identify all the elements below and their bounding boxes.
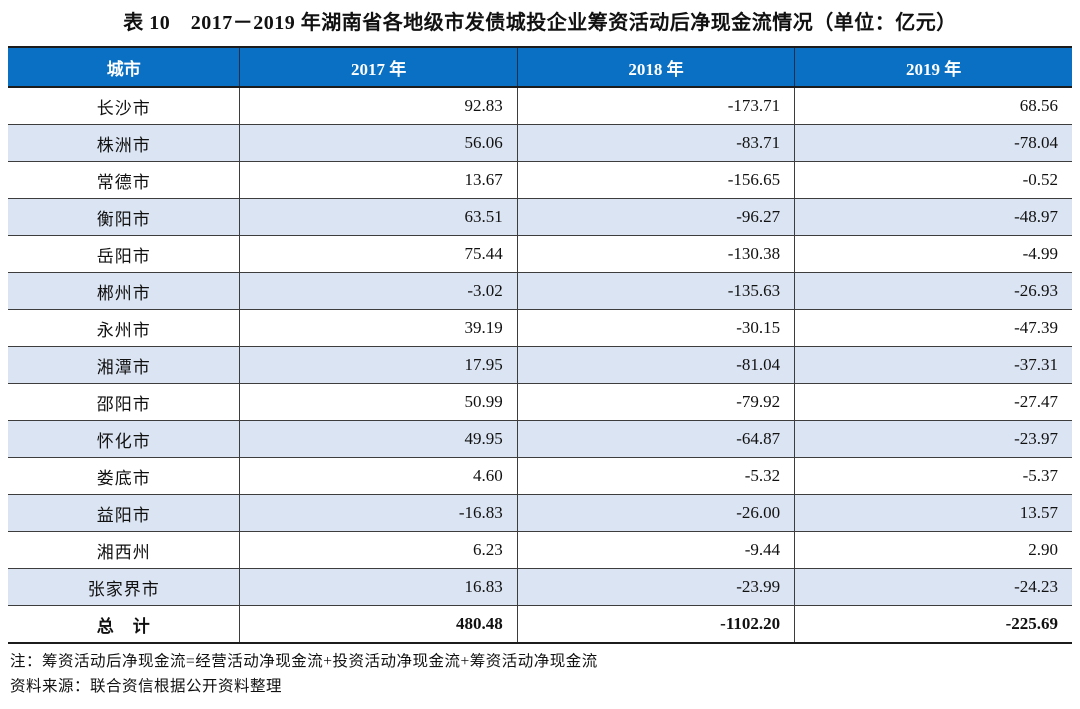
city-cell: 株洲市	[8, 124, 241, 162]
city-cell: 邵阳市	[8, 383, 241, 421]
table-title: 表 10 2017－2019 年湖南省各地级市发债城投企业筹资活动后净现金流情况…	[123, 12, 957, 34]
table-row: 湘潭市 17.95 -81.04 -37.31	[8, 346, 1072, 384]
header-2017: 2017 年	[239, 47, 518, 88]
table-row: 长沙市 92.83 -173.71 68.56	[8, 86, 1072, 125]
value-2018: -81.04	[517, 346, 796, 384]
table-row: 衡阳市 63.51 -96.27 -48.97	[8, 198, 1072, 236]
cash-flow-table: 城市 2017 年 2018 年 2019 年 长沙市 92.83 -173.7…	[8, 46, 1072, 644]
table-row: 岳阳市 75.44 -130.38 -4.99	[8, 235, 1072, 273]
value-2018: -135.63	[517, 272, 796, 310]
value-2019: -48.97	[794, 198, 1072, 236]
value-2019: -37.31	[794, 346, 1072, 384]
value-2017: 39.19	[239, 309, 518, 347]
value-2019: 13.57	[794, 494, 1072, 532]
city-cell: 湘西州	[8, 531, 241, 569]
table-row: 常德市 13.67 -156.65 -0.52	[8, 161, 1072, 199]
table-row: 邵阳市 50.99 -79.92 -27.47	[8, 383, 1072, 421]
value-2019: -4.99	[794, 235, 1072, 273]
value-2017: 50.99	[239, 383, 518, 421]
header-2019: 2019 年	[794, 47, 1072, 88]
value-2017: 49.95	[239, 420, 518, 458]
value-2018: -130.38	[517, 235, 796, 273]
value-2017: 6.23	[239, 531, 518, 569]
value-2019: -27.47	[794, 383, 1072, 421]
total-2018: -1102.20	[517, 605, 796, 643]
value-2018: -9.44	[517, 531, 796, 569]
total-label: 总 计	[8, 605, 241, 643]
value-2019: -23.97	[794, 420, 1072, 458]
total-row: 总 计 480.48 -1102.20 -225.69	[8, 605, 1072, 643]
table-row: 张家界市 16.83 -23.99 -24.23	[8, 568, 1072, 606]
value-2017: 4.60	[239, 457, 518, 495]
table-row: 郴州市 -3.02 -135.63 -26.93	[8, 272, 1072, 310]
value-2017: 92.83	[239, 86, 518, 125]
value-2019: -47.39	[794, 309, 1072, 347]
header-2018: 2018 年	[517, 47, 796, 88]
value-2018: -173.71	[517, 86, 796, 125]
value-2018: -96.27	[517, 198, 796, 236]
table-row: 株洲市 56.06 -83.71 -78.04	[8, 124, 1072, 162]
header-row: 城市 2017 年 2018 年 2019 年	[8, 47, 1072, 88]
value-2018: -79.92	[517, 383, 796, 421]
table-row: 湘西州 6.23 -9.44 2.90	[8, 531, 1072, 569]
note-formula: 注：筹资活动后净现金流=经营活动净现金流+投资活动净现金流+筹资活动净现金流	[10, 653, 598, 670]
city-cell: 衡阳市	[8, 198, 241, 236]
value-2018: -5.32	[517, 457, 796, 495]
value-2019: -5.37	[794, 457, 1072, 495]
value-2019: -26.93	[794, 272, 1072, 310]
value-2017: -16.83	[239, 494, 518, 532]
header-city: 城市	[8, 47, 241, 88]
value-2018: -156.65	[517, 161, 796, 199]
note-source: 资料来源：联合资信根据公开资料整理	[10, 678, 283, 695]
value-2017: -3.02	[239, 272, 518, 310]
table-notes: 注：筹资活动后净现金流=经营活动净现金流+投资活动净现金流+筹资活动净现金流 资…	[8, 649, 1072, 699]
value-2018: -30.15	[517, 309, 796, 347]
city-cell: 郴州市	[8, 272, 241, 310]
value-2017: 17.95	[239, 346, 518, 384]
value-2018: -26.00	[517, 494, 796, 532]
city-cell: 张家界市	[8, 568, 241, 606]
table-row: 永州市 39.19 -30.15 -47.39	[8, 309, 1072, 347]
city-cell: 长沙市	[8, 86, 241, 125]
table-row: 娄底市 4.60 -5.32 -5.37	[8, 457, 1072, 495]
city-cell: 湘潭市	[8, 346, 241, 384]
city-cell: 岳阳市	[8, 235, 241, 273]
value-2017: 16.83	[239, 568, 518, 606]
value-2017: 56.06	[239, 124, 518, 162]
city-cell: 永州市	[8, 309, 241, 347]
value-2018: -23.99	[517, 568, 796, 606]
city-cell: 怀化市	[8, 420, 241, 458]
total-2019: -225.69	[794, 605, 1072, 643]
value-2017: 63.51	[239, 198, 518, 236]
table-row: 怀化市 49.95 -64.87 -23.97	[8, 420, 1072, 458]
value-2018: -83.71	[517, 124, 796, 162]
city-cell: 娄底市	[8, 457, 241, 495]
city-cell: 常德市	[8, 161, 241, 199]
value-2019: -78.04	[794, 124, 1072, 162]
value-2017: 75.44	[239, 235, 518, 273]
city-cell: 益阳市	[8, 494, 241, 532]
total-2017: 480.48	[239, 605, 518, 643]
value-2019: -0.52	[794, 161, 1072, 199]
value-2019: 68.56	[794, 86, 1072, 125]
value-2018: -64.87	[517, 420, 796, 458]
value-2017: 13.67	[239, 161, 518, 199]
table-row: 益阳市 -16.83 -26.00 13.57	[8, 494, 1072, 532]
value-2019: -24.23	[794, 568, 1072, 606]
value-2019: 2.90	[794, 531, 1072, 569]
